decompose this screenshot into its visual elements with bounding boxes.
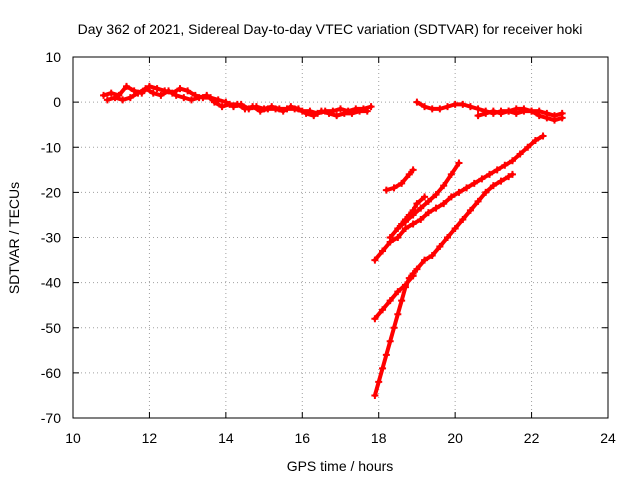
x-tick-label: 18 (371, 430, 387, 446)
x-tick-label: 20 (447, 430, 463, 446)
y-tick-label: 0 (53, 94, 61, 110)
y-tick-label: -40 (41, 275, 61, 291)
y-axis-label: SDTVAR / TECUs (6, 182, 22, 294)
axis-ticks (72, 56, 609, 419)
series-short-arc-near-19h (398, 193, 429, 228)
data-point (363, 107, 371, 115)
data-point (409, 272, 417, 280)
series-low-start-arc (371, 272, 417, 323)
x-axis-label: GPS time / hours (287, 458, 394, 474)
data-points (100, 82, 566, 399)
data-segment (449, 161, 461, 177)
y-tick-label: -70 (41, 410, 61, 426)
x-tick-label: 10 (65, 430, 81, 446)
series-steep-rising-arc (371, 170, 516, 399)
data-segment (403, 273, 416, 287)
x-tick-label: 16 (294, 430, 310, 446)
x-tick-label: 14 (218, 430, 234, 446)
y-tick-label: -60 (41, 365, 61, 381)
x-tick-label: 24 (600, 430, 616, 446)
series-near-zero-arc-4 (474, 107, 566, 124)
series-near-zero-arc-2 (103, 85, 371, 120)
series-short-arc-at-20 (382, 166, 417, 194)
data-point (539, 132, 547, 140)
y-tick-labels: 10 0 -10 -20 -30 -40 -50 -60 -70 (41, 49, 61, 426)
data-point (409, 166, 417, 174)
y-tick-label: -20 (41, 184, 61, 200)
y-tick-label: 10 (45, 49, 61, 65)
data-segment (441, 172, 454, 188)
x-tick-label: 12 (142, 430, 158, 446)
chart-title: Day 362 of 2021, Sidereal Day-to-day VTE… (78, 21, 583, 37)
x-tick-label: 22 (524, 430, 540, 446)
data-point (508, 170, 516, 178)
y-tick-label: -10 (41, 139, 61, 155)
grid-lines (73, 57, 608, 418)
y-tick-label: -30 (41, 230, 61, 246)
series-mid-arc-to-22h (371, 132, 547, 264)
data-point (367, 103, 375, 111)
data-segment (414, 194, 427, 206)
x-tick-labels: 10 12 14 16 18 20 22 24 (65, 430, 616, 446)
data-point (558, 114, 566, 122)
y-tick-label: -50 (41, 320, 61, 336)
data-point (455, 159, 463, 167)
series-near-zero-arc-1 (100, 82, 375, 117)
data-point (421, 193, 429, 201)
